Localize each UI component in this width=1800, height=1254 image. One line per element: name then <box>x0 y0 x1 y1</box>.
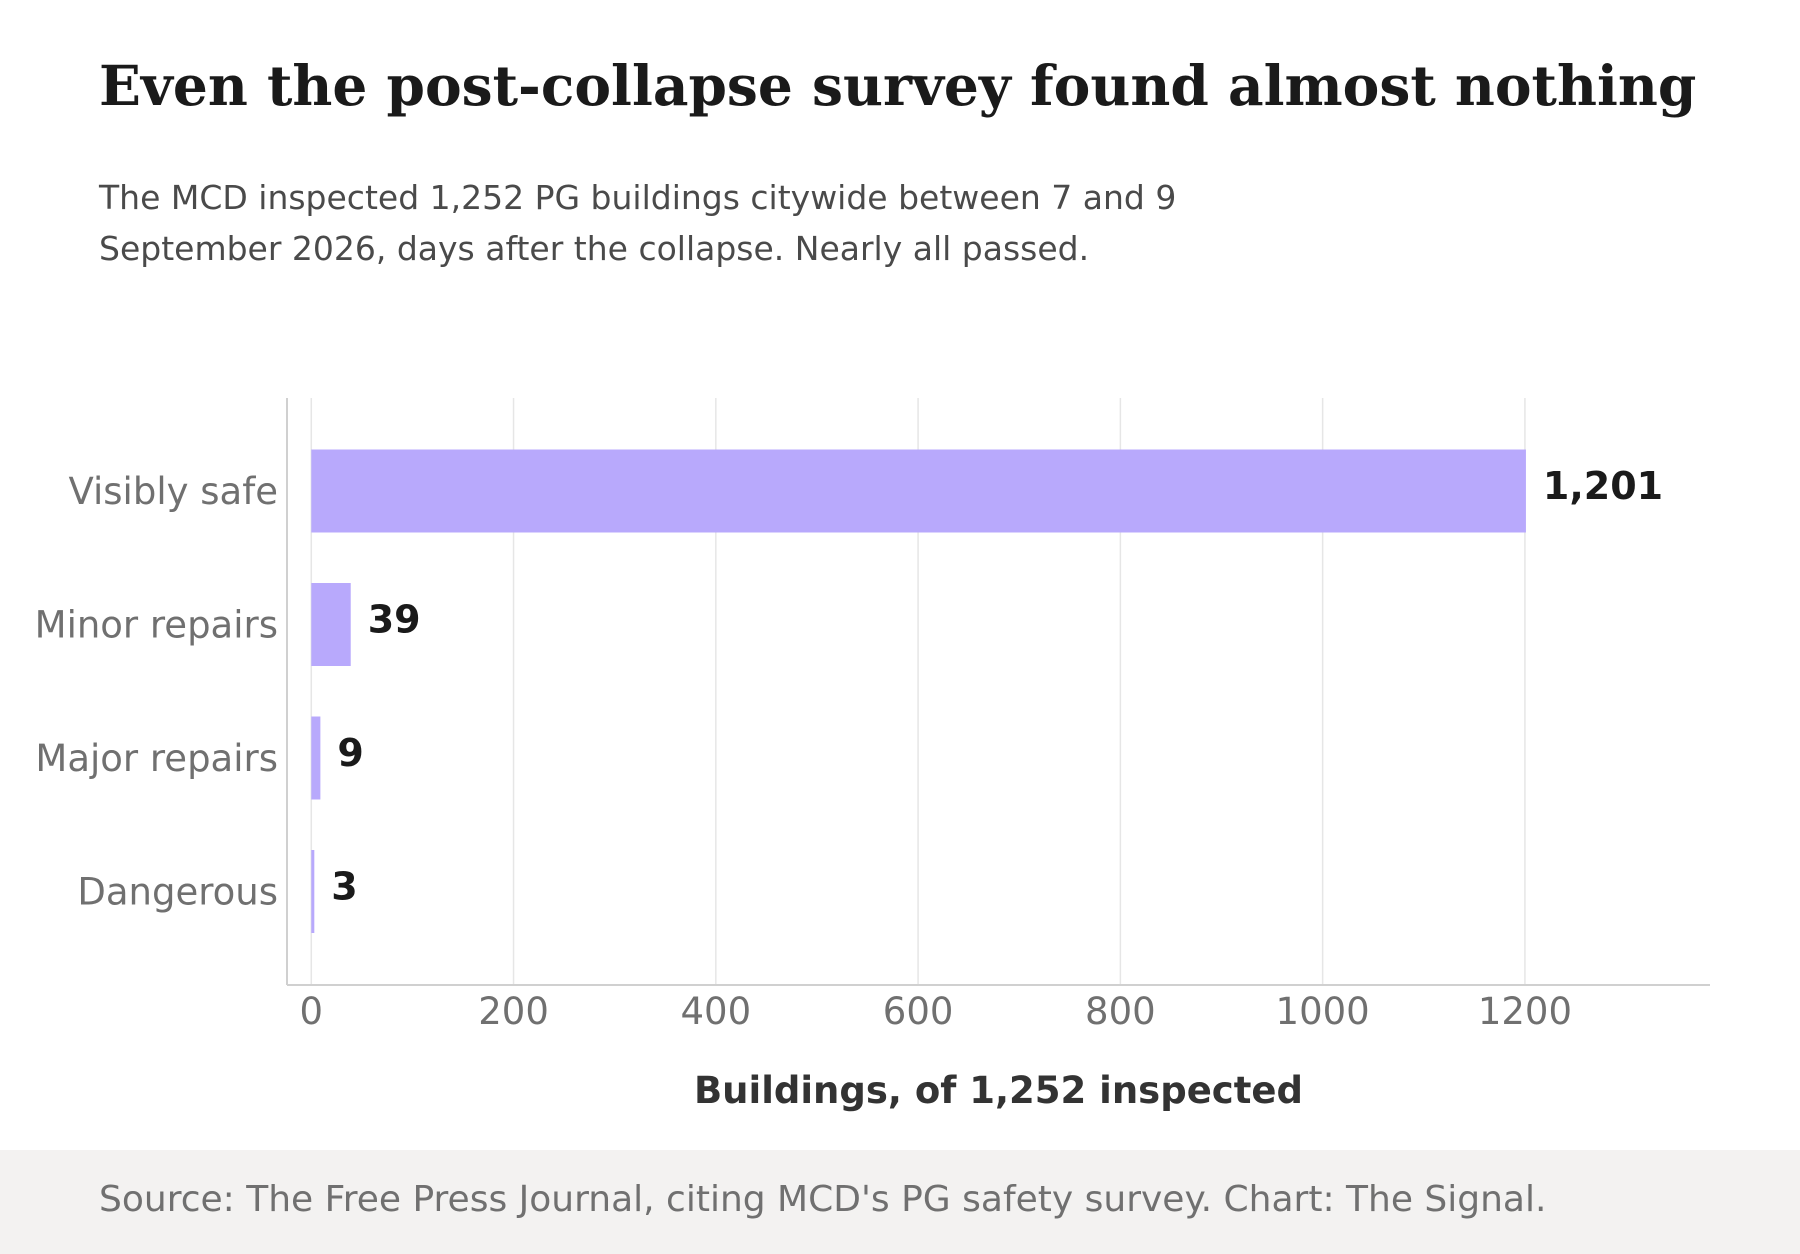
category-label-visibly-safe: Visibly safe <box>69 470 279 513</box>
x-tick-label-1200: 1200 <box>1478 990 1572 1033</box>
bar-minor-repairs <box>311 583 351 666</box>
x-axis-title: Buildings, of 1,252 inspected <box>694 1069 1303 1112</box>
value-label-minor-repairs: 39 <box>368 598 421 642</box>
category-label-dangerous: Dangerous <box>77 871 278 914</box>
category-label-minor-repairs: Minor repairs <box>35 604 278 647</box>
value-label-visibly-safe: 1,201 <box>1543 464 1663 508</box>
chart-title: Even the post-collapse survey found almo… <box>99 53 1697 118</box>
labels: 0 200 400 600 800 1000 1200 Visibly safe 1,201 Mi… <box>35 464 1663 1112</box>
x-tick-label-200: 200 <box>478 990 549 1033</box>
bar-dangerous <box>311 850 315 933</box>
x-tick-label-1000: 1000 <box>1276 990 1370 1033</box>
x-tick-label-400: 400 <box>681 990 752 1033</box>
bar-chart: 0 200 400 600 800 1000 1200 Visibly safe 1,201 Mi… <box>35 398 1710 1112</box>
bar-visibly-safe <box>311 449 1526 533</box>
x-tick-label-600: 600 <box>883 990 954 1033</box>
footer: Source: The Free Press Journal, citing M… <box>0 1150 1800 1254</box>
category-label-major-repairs: Major repairs <box>35 737 278 780</box>
source-note: Source: The Free Press Journal, citing M… <box>99 1179 1547 1220</box>
value-label-major-repairs: 9 <box>337 731 363 775</box>
bar-major-repairs <box>311 716 321 800</box>
x-tick-label-0: 0 <box>299 990 323 1033</box>
chart-subtitle: The MCD inspected 1,252 PG buildings cit… <box>99 178 1177 268</box>
axes <box>286 398 1710 986</box>
x-tick-label-800: 800 <box>1085 990 1156 1033</box>
value-label-dangerous: 3 <box>331 865 357 909</box>
bars <box>311 449 1526 933</box>
